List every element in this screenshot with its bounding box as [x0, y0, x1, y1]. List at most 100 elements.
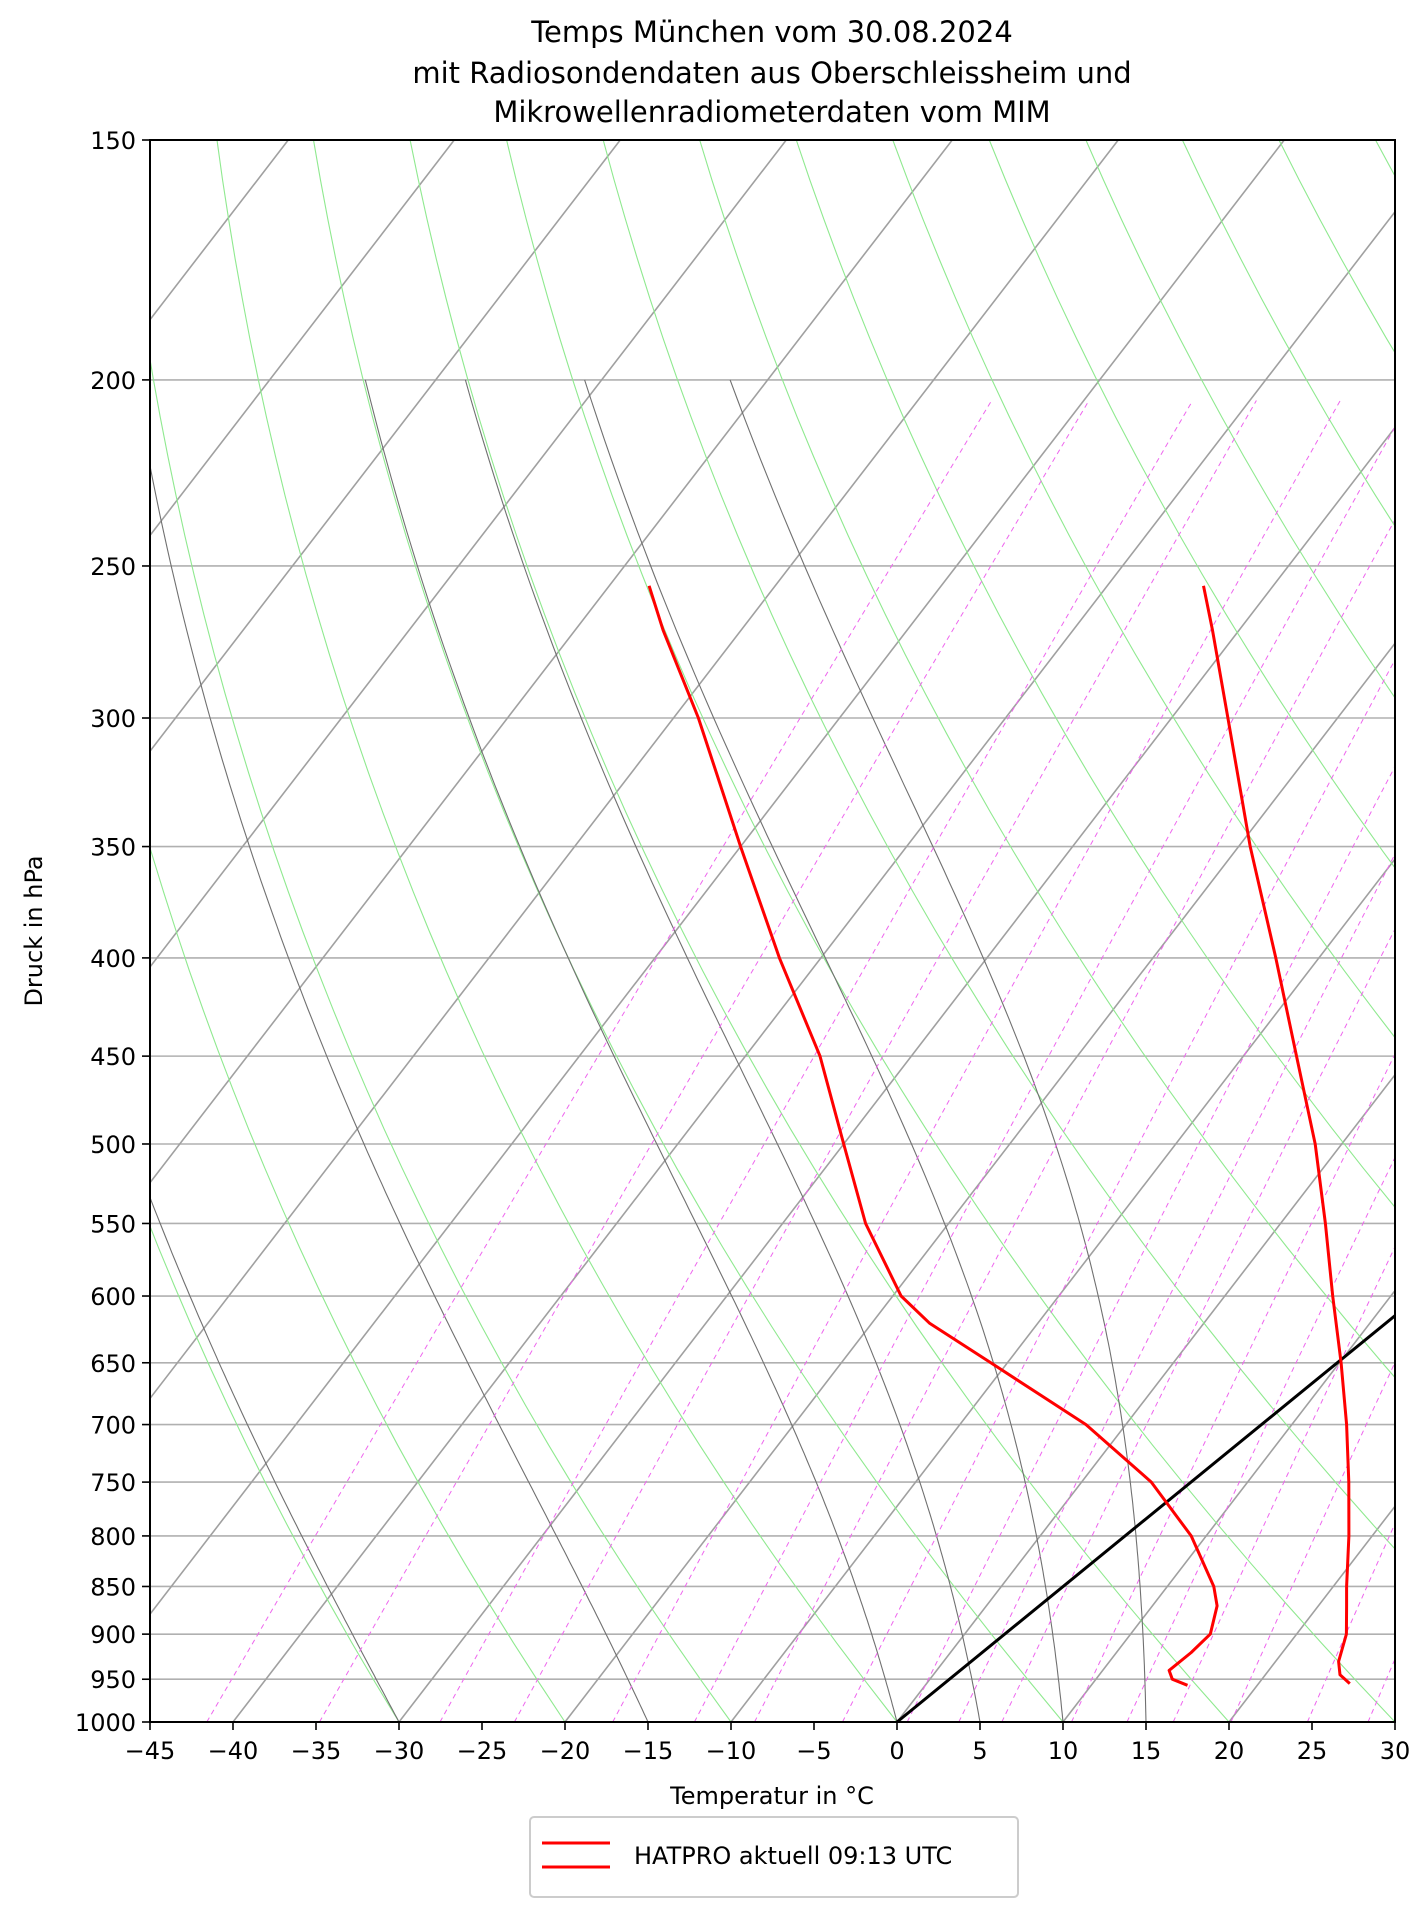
- x-axis-ticks: −45 −40 −35 −30 −25 −20 −15 −10 −5 0 5 10 15 20 25 30: [125, 1722, 1411, 1765]
- y-tick-label: 900: [90, 1621, 136, 1649]
- plot-area: [150, 140, 1427, 1723]
- mixing-ratio-line: [906, 765, 1395, 1722]
- dry-adiabat-line: [892, 140, 1395, 1039]
- x-axis-label: Temperatur in °C: [669, 1782, 874, 1810]
- y-tick-label: 600: [90, 1283, 136, 1311]
- dewpoint-profile-line: [647, 585, 1219, 1687]
- moist-adiabat-line: [729, 379, 1147, 1722]
- isotherm-line: [398, 426, 1395, 1722]
- dry-adiabat-line: [1375, 140, 1395, 178]
- dry-adiabat-line: [150, 845, 566, 1722]
- legend: HATPRO aktuell 09:13 UTC: [529, 1816, 1019, 1898]
- dry-adiabat-line: [409, 140, 1230, 1722]
- dry-adiabat-line: [150, 356, 732, 1722]
- dry-adiabat-line: [699, 140, 1395, 1379]
- mixing-ratio-line: [1367, 1657, 1395, 1722]
- reference-line: [896, 1313, 1395, 1722]
- isotherm-line: [150, 140, 455, 537]
- x-tick-label: −10: [706, 1737, 757, 1765]
- moist-adiabat-line: [584, 379, 1064, 1722]
- x-tick-label: −30: [374, 1737, 425, 1765]
- isotherm-line: [896, 1073, 1395, 1722]
- y-tick-label: 300: [90, 705, 136, 733]
- mixing-ratio-line: [842, 658, 1395, 1722]
- y-tick-label: 200: [90, 367, 136, 395]
- isotherm-line: [150, 140, 621, 753]
- title-line-1: Temps München vom 30.08.2024: [530, 15, 1013, 49]
- x-tick-label: −45: [125, 1737, 176, 1765]
- y-tick-label: 800: [90, 1523, 136, 1551]
- isotherm-line: [1062, 1289, 1395, 1722]
- dry-adiabat-line: [602, 140, 1395, 1550]
- mixing-ratio-line: [754, 518, 1395, 1722]
- dry-adiabat-line: [795, 140, 1395, 1209]
- isotherm-line: [1394, 1720, 1395, 1722]
- x-tick-label: 5: [972, 1737, 987, 1765]
- y-tick-label: 700: [90, 1412, 136, 1440]
- y-tick-label: 550: [90, 1210, 136, 1238]
- dry-adiabat-line: [312, 140, 1064, 1722]
- mixing-ratio-line: [513, 400, 1257, 1722]
- moist-adiabat-line: [150, 1196, 400, 1722]
- y-tick-label: 400: [90, 945, 136, 973]
- isotherm-line: [150, 140, 953, 1184]
- dry-adiabat-line: [1181, 140, 1395, 528]
- mixing-ratio-line: [439, 400, 1194, 1722]
- isotherm-line: [232, 210, 1395, 1722]
- x-tick-label: 20: [1214, 1737, 1245, 1765]
- y-tick-label: 650: [90, 1350, 136, 1378]
- plot-frame: [149, 139, 1396, 1723]
- mixing-ratio-line: [1306, 1522, 1395, 1722]
- mixing-ratio-line: [1126, 1156, 1395, 1722]
- x-tick-label: −25: [457, 1737, 508, 1765]
- x-tick-label: −40: [208, 1737, 259, 1765]
- dry-adiabat-line: [1278, 140, 1395, 354]
- y-axis-label: Druck in hPa: [20, 855, 48, 1006]
- y-tick-label: 950: [90, 1666, 136, 1694]
- x-tick-label: −35: [291, 1737, 342, 1765]
- mixing-ratio-line: [1230, 1361, 1395, 1722]
- isotherm-line: [1228, 1504, 1395, 1722]
- dry-adiabat-line: [216, 140, 898, 1722]
- y-tick-label: 150: [90, 127, 136, 155]
- dry-adiabat-line: [506, 140, 1395, 1722]
- dry-adiabat-line: [1085, 140, 1395, 699]
- legend-box: [529, 1816, 1019, 1898]
- temperature-profile-line: [1202, 585, 1351, 1685]
- y-tick-label: 750: [90, 1469, 136, 1497]
- y-tick-label: 850: [90, 1573, 136, 1601]
- isotherm-line: [150, 140, 1119, 1400]
- mixing-ratio-line: [1172, 1245, 1395, 1722]
- mixing-ratio-line: [612, 400, 1341, 1722]
- isotherm-line: [730, 857, 1395, 1722]
- mixing-ratio-line: [958, 853, 1395, 1722]
- x-tick-label: 25: [1297, 1737, 1328, 1765]
- moist-adiabat-line: [364, 379, 898, 1722]
- moist-adiabat-line: [464, 379, 981, 1722]
- x-tick-label: 30: [1380, 1737, 1411, 1765]
- reference-line-black: [896, 1313, 1395, 1722]
- moist-adiabat-lines: [150, 379, 1147, 1722]
- title-line-3: Mikrowellenradiometerdaten vom MIM: [493, 95, 1050, 129]
- mixing-ratio-lines: [206, 400, 1427, 1723]
- y-tick-label: 450: [90, 1043, 136, 1071]
- isotherm-lines: [150, 140, 1395, 1722]
- legend-label: HATPRO aktuell 09:13 UTC: [634, 1842, 952, 1870]
- chart-title: Temps München vom 30.08.2024 mit Radioso…: [412, 15, 1131, 129]
- mixing-ratio-line: [1418, 401, 1427, 1723]
- mixing-ratio-line: [693, 425, 1395, 1722]
- y-tick-label: 500: [90, 1131, 136, 1159]
- y-tick-label: 250: [90, 553, 136, 581]
- y-tick-label: 1000: [75, 1709, 136, 1737]
- y-tick-label: 350: [90, 834, 136, 862]
- x-tick-label: 15: [1131, 1737, 1162, 1765]
- title-line-2: mit Radiosondendaten aus Oberschleisshei…: [412, 56, 1131, 90]
- mixing-ratio-line: [1001, 927, 1395, 1722]
- x-tick-label: 10: [1048, 1737, 1079, 1765]
- dry-adiabat-lines: [150, 140, 1395, 1722]
- x-tick-label: −5: [796, 1737, 831, 1765]
- isotherm-line: [564, 641, 1395, 1722]
- x-tick-label: 0: [889, 1737, 904, 1765]
- dry-adiabat-line: [150, 1224, 400, 1722]
